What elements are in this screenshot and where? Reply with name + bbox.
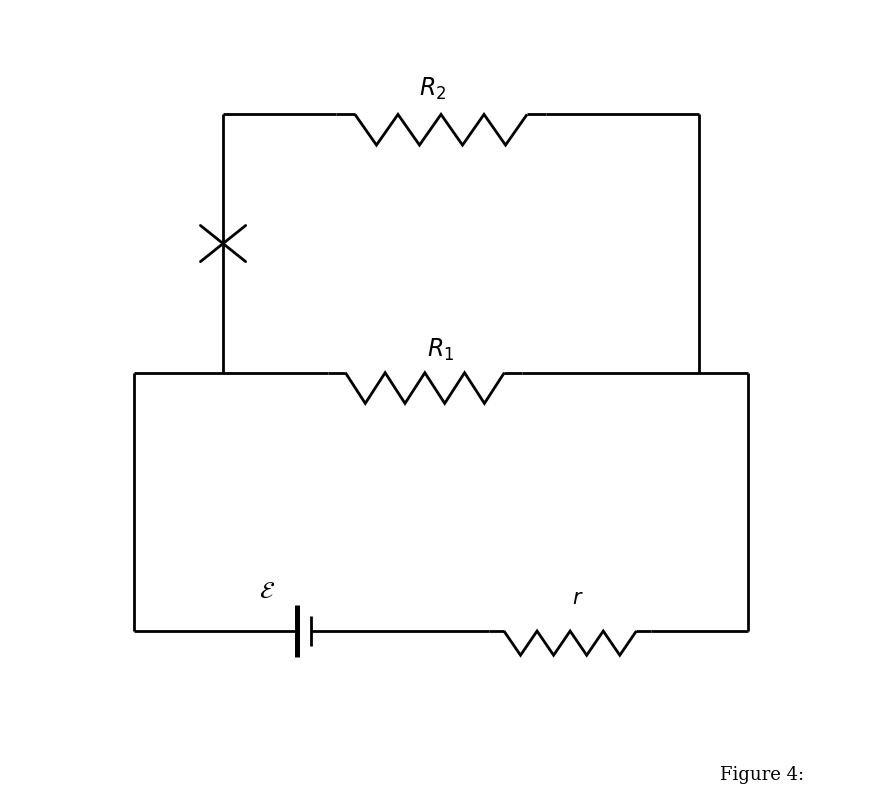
Text: $\mathcal{E}$: $\mathcal{E}$: [259, 580, 275, 603]
Text: Figure 4:: Figure 4:: [720, 766, 804, 784]
Text: $R_2$: $R_2$: [419, 76, 446, 102]
Text: $r$: $r$: [572, 590, 584, 608]
Text: $R_1$: $R_1$: [428, 337, 454, 363]
